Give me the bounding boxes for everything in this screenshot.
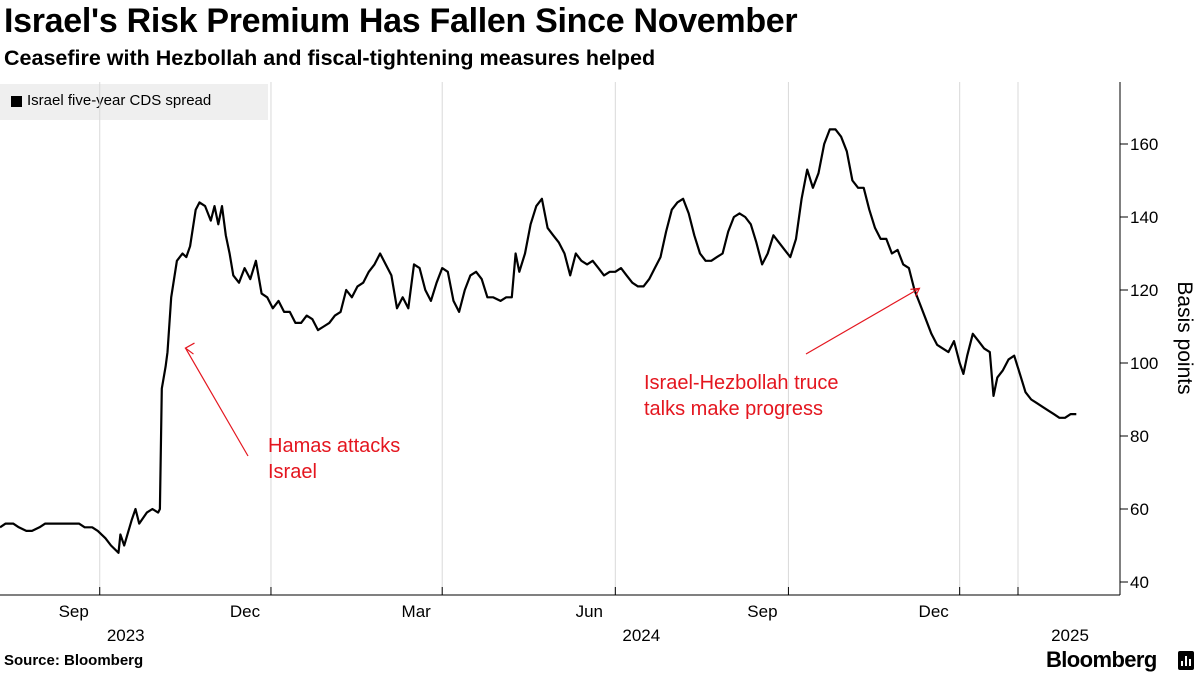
annotation-arrow bbox=[805, 287, 920, 355]
bloomberg-terminal-icon bbox=[1178, 651, 1194, 670]
y-axis-label: Basis points bbox=[1173, 281, 1196, 394]
y-tick-label: 40 bbox=[1130, 573, 1149, 592]
x-tick-label: Jun bbox=[576, 602, 603, 621]
x-year-label: 2024 bbox=[622, 626, 660, 645]
annotation-arrowhead bbox=[184, 342, 195, 355]
x-tick-label: Sep bbox=[59, 602, 89, 621]
legend bbox=[0, 84, 268, 120]
legend-label: Israel five-year CDS spread bbox=[27, 92, 212, 109]
bloomberg-logo: Bloomberg bbox=[1046, 647, 1157, 672]
x-tick-label: Mar bbox=[402, 602, 432, 621]
x-tick-label: Dec bbox=[230, 602, 261, 621]
x-year-label: 2023 bbox=[107, 626, 145, 645]
annotation-text: Israel bbox=[268, 461, 317, 483]
x-year-label: 2025 bbox=[1051, 626, 1089, 645]
y-tick-label: 100 bbox=[1130, 354, 1158, 373]
grid-lines bbox=[99, 82, 1019, 595]
x-axis: Sep 2023 Dec Mar Jun 2024 Sep Dec 2025 bbox=[59, 587, 1089, 645]
y-axis: 40 60 80 100 120 140 160 bbox=[0, 82, 1158, 596]
y-tick-label: 120 bbox=[1130, 281, 1158, 300]
y-tick-label: 60 bbox=[1130, 500, 1149, 519]
chart-title: Israel's Risk Premium Has Fallen Since N… bbox=[4, 2, 798, 40]
x-tick-label: Dec bbox=[919, 602, 950, 621]
annotation-arrow bbox=[184, 347, 249, 457]
series-line-0 bbox=[0, 128, 1077, 554]
y-tick-label: 160 bbox=[1130, 135, 1158, 154]
annotation-arrowhead bbox=[910, 287, 921, 297]
annotation-text: Israel-Hezbollah truce bbox=[644, 372, 839, 394]
legend-swatch bbox=[11, 96, 22, 107]
series bbox=[0, 128, 1077, 554]
chart-subtitle: Ceasefire with Hezbollah and fiscal-tigh… bbox=[4, 46, 656, 70]
y-tick-label: 140 bbox=[1130, 208, 1158, 227]
annotations: Hamas attacks Israel Israel-Hezbollah truc… bbox=[184, 287, 921, 483]
annotation-text: talks make progress bbox=[644, 398, 823, 420]
annotation-text: Hamas attacks bbox=[268, 435, 400, 457]
source-note: Source: Bloomberg bbox=[4, 652, 144, 669]
x-tick-label: Sep bbox=[747, 602, 777, 621]
y-tick-label: 80 bbox=[1130, 427, 1149, 446]
